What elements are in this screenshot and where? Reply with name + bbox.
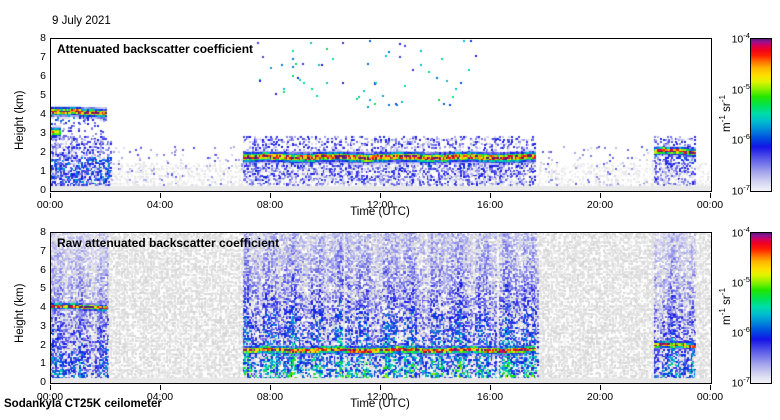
colorbar-gradient-bottom xyxy=(750,232,772,384)
x-tick-mark xyxy=(490,193,491,198)
colorbar-tick-label: 10-5 xyxy=(731,274,750,290)
x-tick-label: 12:00 xyxy=(366,391,394,403)
colorbar-tick-label: 10-4 xyxy=(731,224,750,240)
colorbar-tick-label: 10-5 xyxy=(731,81,750,96)
y-tick-label: 4 xyxy=(40,301,46,313)
x-tick-mark xyxy=(380,385,381,390)
colorbar-tick-label: 10-7 xyxy=(731,374,750,390)
x-tick-mark xyxy=(710,193,711,198)
y-axis-title-top: Height (km) xyxy=(14,90,26,150)
date-label: 9 July 2021 xyxy=(52,15,111,27)
y-tick-label: 4 xyxy=(40,108,46,120)
y-axis-title-bottom: Height (km) xyxy=(14,283,26,343)
colorbar-tick-label: 10-6 xyxy=(731,132,750,147)
x-tick-label: 16:00 xyxy=(476,391,504,403)
x-tick-label: 16:00 xyxy=(476,199,504,211)
footer-instrument-label: Sodankyla CT25K ceilometer xyxy=(4,398,162,410)
y-tick-label: 8 xyxy=(40,226,46,238)
x-tick-mark xyxy=(50,385,51,390)
y-tick-label: 0 xyxy=(40,376,46,388)
x-tick-mark xyxy=(160,385,161,390)
y-tick-label: 5 xyxy=(40,282,46,295)
y-tick-label: 7 xyxy=(40,244,46,257)
colorbar-tick-label: 10-7 xyxy=(731,182,750,198)
colorbar-bottom: 10-4 10-5 10-6 10-7 xyxy=(710,225,780,389)
panel-title-raw: Raw attenuated backscatter coefficient xyxy=(57,236,280,250)
x-tick-label: 00:00 xyxy=(696,391,724,403)
x-tick-label: 20:00 xyxy=(586,199,614,211)
colorbar-unit-top: m-1 sr-1 xyxy=(718,94,733,132)
y-tick-label: 6 xyxy=(40,70,46,82)
colorbar-unit-bottom: m-1 sr-1 xyxy=(718,287,733,325)
y-tick-label: 8 xyxy=(40,32,46,44)
colorbar-gradient-top xyxy=(750,38,772,192)
y-tick-label: 6 xyxy=(40,263,46,276)
x-tick-label: 00:00 xyxy=(36,199,64,211)
y-tick-label: 1 xyxy=(40,165,46,177)
x-tick-label: 20:00 xyxy=(586,391,614,403)
colorbar-tick-label: 10-6 xyxy=(731,324,750,340)
y-tick-label: 3 xyxy=(40,127,46,139)
y-axis-ticks-top: 0 1 2 3 4 5 6 7 8 xyxy=(16,32,46,196)
x-tick-mark xyxy=(600,193,601,198)
x-axis-ticks-bottom: 00:00 04:00 08:00 12:00 16:00 20:00 00:00 xyxy=(37,385,723,403)
x-tick-mark xyxy=(490,385,491,390)
x-tick-mark xyxy=(270,385,271,390)
y-tick-label: 1 xyxy=(40,357,46,370)
y-tick-label: 0 xyxy=(40,184,46,196)
raw-backscatter-plot xyxy=(51,233,711,383)
y-tick-label: 7 xyxy=(40,51,46,63)
y-tick-label: 2 xyxy=(40,338,46,351)
y-tick-label: 3 xyxy=(40,319,46,332)
attenuated-backscatter-panel: Attenuated backscatter coefficient xyxy=(50,38,712,192)
colorbar-tick-label: 10-4 xyxy=(731,30,750,46)
x-tick-label: 08:00 xyxy=(256,199,284,211)
y-axis-ticks-bottom: 0 1 2 3 4 5 6 7 8 xyxy=(16,226,46,388)
x-tick-label: 04:00 xyxy=(146,199,174,211)
x-axis-ticks-top: 00:00 04:00 08:00 12:00 16:00 20:00 00:00 xyxy=(37,193,723,211)
x-tick-mark xyxy=(380,193,381,198)
x-tick-label: 00:00 xyxy=(696,199,724,211)
attenuated-backscatter-plot xyxy=(51,39,711,191)
x-tick-mark xyxy=(600,385,601,390)
y-tick-label: 5 xyxy=(40,89,46,101)
x-tick-label: 08:00 xyxy=(256,391,284,403)
panel-title-attenuated: Attenuated backscatter coefficient xyxy=(57,42,254,56)
x-axis-title-top: Time (UTC) xyxy=(350,206,410,218)
x-tick-label: 00:00 xyxy=(36,391,64,403)
y-tick-label: 2 xyxy=(40,146,46,158)
x-tick-mark xyxy=(270,193,271,198)
x-tick-mark xyxy=(710,385,711,390)
x-tick-label: 12:00 xyxy=(366,199,394,211)
raw-backscatter-panel: Raw attenuated backscatter coefficient xyxy=(50,232,712,384)
x-tick-mark xyxy=(50,193,51,198)
x-axis-title-bottom: Time (UTC) xyxy=(350,398,410,410)
colorbar-top: 10-4 10-5 10-6 10-7 xyxy=(710,31,780,197)
x-tick-mark xyxy=(160,193,161,198)
x-tick-label: 04:00 xyxy=(146,391,174,403)
